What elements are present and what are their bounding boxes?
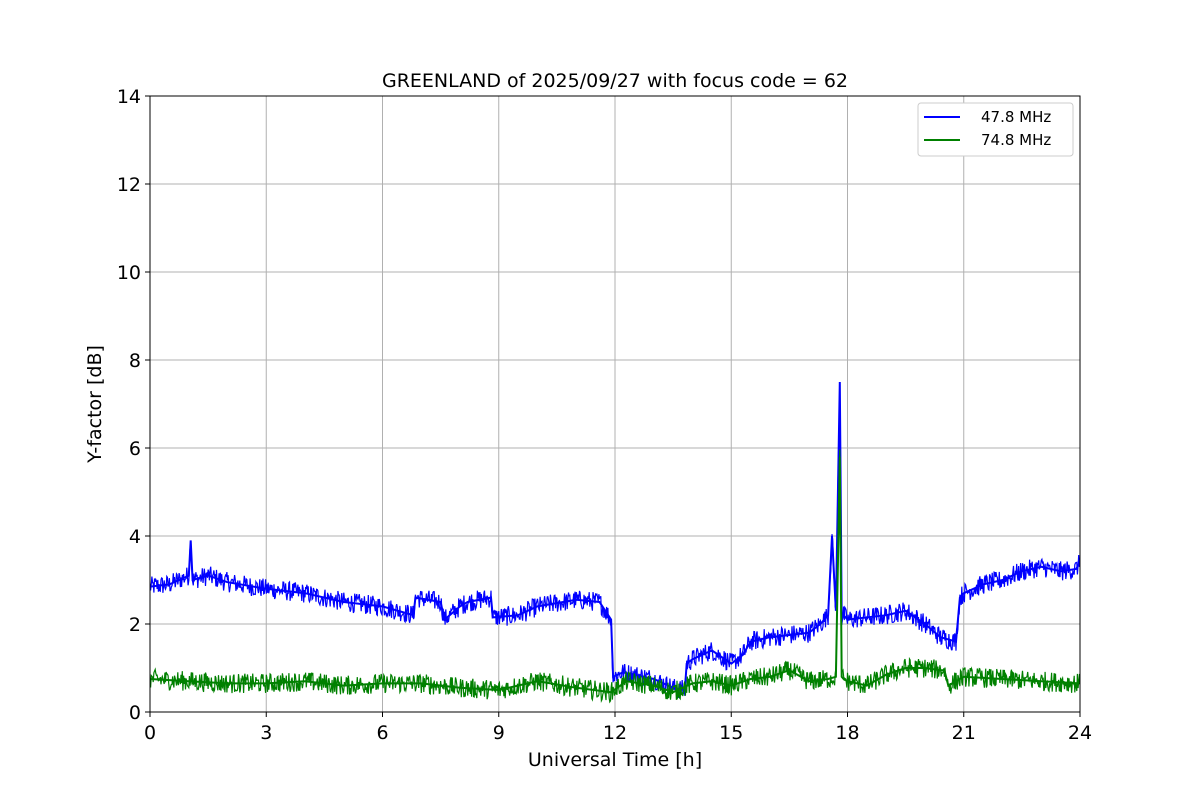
x-tick-label: 24 bbox=[1068, 722, 1092, 744]
series-line-74-8-mhz bbox=[150, 456, 1080, 694]
y-tick-label: 12 bbox=[117, 174, 141, 196]
legend: 47.8 MHz 74.8 MHz bbox=[917, 102, 1074, 157]
x-tick-label: 15 bbox=[719, 722, 743, 744]
y-tick-label: 2 bbox=[129, 614, 141, 636]
x-tick-label: 3 bbox=[260, 722, 272, 744]
x-tick-label: 12 bbox=[603, 722, 627, 744]
series-line-47-8-mhz bbox=[150, 381, 1080, 692]
y-tick-label: 8 bbox=[129, 350, 141, 372]
x-tick-label: 9 bbox=[493, 722, 505, 744]
y-tick-label: 0 bbox=[129, 702, 141, 724]
y-tick-label: 4 bbox=[129, 526, 141, 548]
legend-label-47-8-mhz: 47.8 MHz bbox=[981, 108, 1051, 126]
y-tick-label: 14 bbox=[117, 86, 141, 108]
x-tick-label: 0 bbox=[144, 722, 156, 744]
series-layer bbox=[150, 381, 1080, 704]
x-tick-label: 6 bbox=[376, 722, 388, 744]
y-tick-label: 10 bbox=[117, 262, 141, 284]
chart-title: GREENLAND of 2025/09/27 with focus code … bbox=[382, 70, 848, 92]
y-axis-label: Y-factor [dB] bbox=[84, 345, 106, 464]
legend-label-74-8-mhz: 74.8 MHz bbox=[981, 131, 1051, 149]
x-axis-label: Universal Time [h] bbox=[528, 749, 702, 771]
x-tick-label: 18 bbox=[835, 722, 859, 744]
series-noise-74-8-mhz bbox=[150, 449, 1080, 704]
x-tick-label: 21 bbox=[952, 722, 976, 744]
y-tick-label: 6 bbox=[129, 438, 141, 460]
